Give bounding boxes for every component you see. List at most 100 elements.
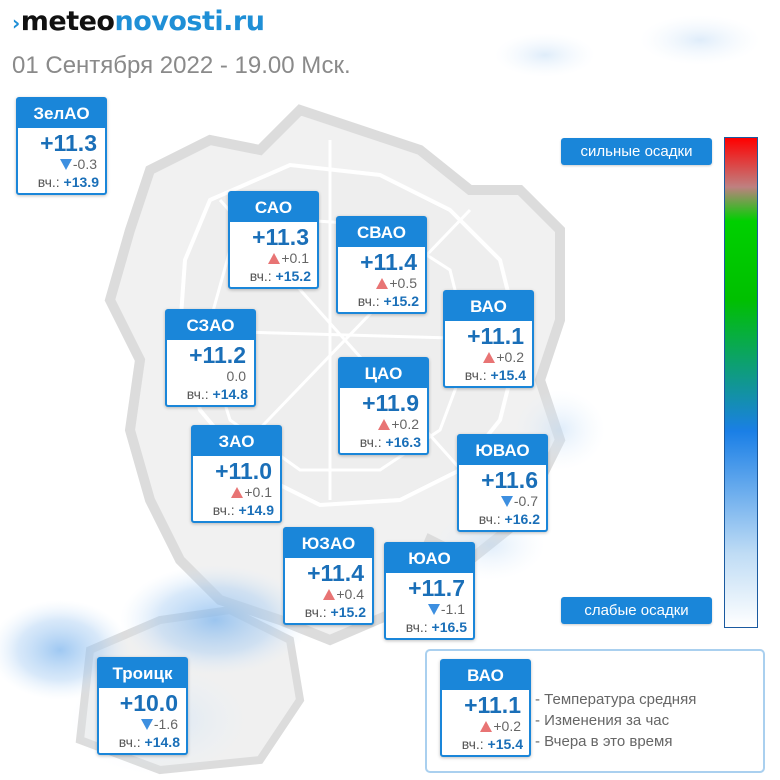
yesterday-value: +13.9 [59,174,99,190]
district-name: ВАО [445,292,532,321]
scale-label-heavy: сильные осадки [561,138,712,165]
trend-up-icon [378,418,391,430]
legend-sample-card: ВАО +11.1 +0.2 вч.: +15.4 [440,659,531,757]
district-card: ВАО +11.1 +0.2 вч.: +15.4 [443,290,534,388]
yesterday-temperature: вч.: +14.8 [99,733,186,753]
hourly-change-value: +0.2 [493,718,521,734]
hourly-change-value: -0.3 [72,156,97,172]
hourly-change-value: +0.4 [336,586,364,602]
district-name: ЮЗАО [285,529,372,558]
yesterday-label: вч.: [118,734,141,750]
district-card: СЗАО +11.2 0.0 вч.: +14.8 [165,309,256,407]
yesterday-label: вч.: [478,511,501,527]
yesterday-label: вч.: [37,174,60,190]
district-name: СВАО [338,218,425,247]
yesterday-value: +14.8 [208,386,248,402]
average-temperature: +11.7 [408,575,465,601]
hourly-change-value: -0.7 [513,493,538,509]
average-temperature: +11.2 [189,342,246,368]
site-logo[interactable]: ›meteonovosti.ru [12,6,265,37]
trend-up-icon [483,351,496,363]
yesterday-label: вч.: [212,502,235,518]
yesterday-label: вч.: [304,604,327,620]
average-temperature: +11.3 [40,130,97,156]
hourly-change: +0.1 [193,484,280,501]
precipitation-scale-bar [724,137,758,628]
district-card: Троицк +10.0 -1.6 вч.: +14.8 [97,657,188,755]
district-name: ЮВАО [459,436,546,465]
hourly-change-value: +0.1 [281,250,309,266]
average-temperature: +11.1 [464,692,521,718]
trend-up-icon [376,277,389,289]
hourly-change: -1.6 [99,716,186,733]
hourly-change-value: +0.1 [244,484,272,500]
yesterday-value: +15.4 [486,367,526,383]
hourly-change: +0.5 [338,275,425,292]
yesterday-temperature: вч.: +15.4 [445,366,532,386]
hourly-change: +0.2 [340,416,427,433]
legend-line-temperature: - Температура средняя [535,691,697,708]
yesterday-label: вч.: [249,268,272,284]
yesterday-value: +16.3 [381,434,421,450]
district-card: ЮВАО +11.6 -0.7 вч.: +16.2 [457,434,548,532]
average-temperature: +10.0 [119,690,178,716]
hourly-change: -0.7 [459,493,546,510]
trend-up-icon [480,720,493,732]
average-temperature: +11.1 [467,323,524,349]
district-card: ЦАО +11.9 +0.2 вч.: +16.3 [338,357,429,455]
average-temperature: +11.4 [360,249,417,275]
yesterday-temperature: вч.: +16.2 [459,510,546,530]
trend-up-icon [231,486,244,498]
hourly-change: +0.2 [445,349,532,366]
yesterday-temperature: вч.: +15.2 [230,267,317,287]
average-temperature: +11.4 [307,560,364,586]
legend-line-change: - Изменения за час [535,712,670,729]
hourly-change-value: -1.1 [440,601,465,617]
district-name: ЦАО [340,359,427,388]
yesterday-label: вч.: [405,619,428,635]
yesterday-value: +14.9 [234,502,274,518]
district-name: САО [230,193,317,222]
trend-down-icon [427,603,440,615]
yesterday-value: +16.5 [427,619,467,635]
yesterday-value: +15.2 [379,293,419,309]
yesterday-label: вч.: [461,736,484,752]
date-time-line: 01 Сентября 2022 - 19.00 Мск. [12,52,351,79]
hourly-change-value: +0.2 [391,416,419,432]
yesterday-temperature: вч.: +15.2 [285,603,372,623]
yesterday-temperature: вч.: +15.2 [338,292,425,312]
average-temperature: +11.6 [481,467,538,493]
yesterday-label: вч.: [357,293,380,309]
district-name: ВАО [442,661,529,690]
trend-down-icon [500,495,513,507]
yesterday-temperature: вч.: +14.9 [193,501,280,521]
hourly-change: +0.1 [230,250,317,267]
hourly-change: -1.1 [386,601,473,618]
hourly-change-value: 0.0 [226,368,246,384]
logo-arrow-icon: › [12,11,20,35]
hourly-change: -0.3 [18,156,105,173]
district-card: САО +11.3 +0.1 вч.: +15.2 [228,191,319,289]
district-name: ЗелАО [18,99,105,128]
legend-line-yesterday: - Вчера в это время [535,733,673,750]
average-temperature: +11.3 [252,224,309,250]
yesterday-temperature: вч.: +16.3 [340,433,427,453]
hourly-change-value: +0.2 [496,349,524,365]
yesterday-temperature: вч.: +16.5 [386,618,473,638]
yesterday-label: вч.: [186,386,209,402]
district-card: ЗАО +11.0 +0.1 вч.: +14.9 [191,425,282,523]
hourly-change-value: -1.6 [153,716,178,732]
yesterday-value: +15.4 [483,736,523,752]
trend-down-icon [140,718,153,730]
district-name: ЮАО [386,544,473,573]
legend-descriptions: - Температура средняя - Изменения за час… [535,689,696,752]
average-temperature: +11.9 [362,390,419,416]
yesterday-label: вч.: [359,434,382,450]
average-temperature: +11.0 [215,458,272,484]
yesterday-temperature: вч.: +15.4 [442,735,529,755]
yesterday-value: +15.2 [271,268,311,284]
trend-down-icon [59,158,72,170]
yesterday-value: +15.2 [326,604,366,620]
trend-up-icon [268,252,281,264]
